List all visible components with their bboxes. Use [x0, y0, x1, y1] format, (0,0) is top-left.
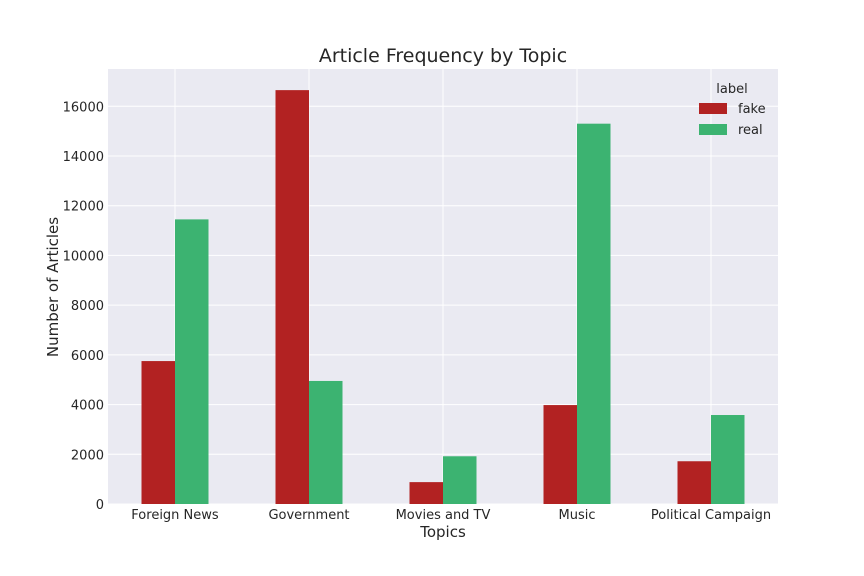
y-tick-label: 2000 — [71, 448, 104, 463]
legend-swatch-real — [699, 124, 727, 135]
bar-real — [443, 456, 477, 504]
x-tick-label: Foreign News — [131, 508, 219, 523]
bar-real — [175, 219, 209, 504]
bar-real — [711, 415, 745, 504]
legend-label-real: real — [738, 123, 763, 138]
bar-fake — [275, 90, 309, 504]
x-tick-labels: Foreign News Government Movies and TV Music… — [131, 508, 771, 523]
bar-fake — [677, 461, 711, 504]
bar-fake — [141, 361, 175, 504]
y-tick-labels: 0 2000 4000 6000 8000 10000 12000 14000 16000 — [63, 100, 104, 513]
bar-fake — [543, 405, 577, 504]
x-axis-label: Topics — [419, 523, 466, 541]
bar-real — [577, 123, 611, 504]
legend-label-fake: fake — [738, 102, 766, 117]
x-tick-label: Movies and TV — [396, 508, 491, 523]
y-tick-label: 6000 — [71, 349, 104, 364]
legend-title: label — [716, 82, 747, 97]
y-tick-label: 16000 — [63, 100, 104, 115]
x-tick-label: Political Campaign — [651, 508, 771, 523]
y-tick-label: 4000 — [71, 399, 104, 414]
y-tick-label: 14000 — [63, 150, 104, 165]
legend-swatch-fake — [699, 103, 727, 114]
x-tick-label: Government — [268, 508, 349, 523]
bars-group — [141, 90, 745, 504]
chart-title: Article Frequency by Topic — [319, 45, 567, 67]
y-tick-label: 8000 — [71, 299, 104, 314]
y-axis-label: Number of Articles — [44, 217, 62, 357]
y-tick-label: 10000 — [63, 249, 104, 264]
y-tick-label: 12000 — [63, 200, 104, 215]
y-tick-label: 0 — [96, 498, 104, 513]
bar-fake — [409, 482, 443, 504]
bar-real — [309, 380, 343, 504]
x-tick-label: Music — [559, 508, 596, 523]
legend: label fake real — [699, 82, 766, 138]
